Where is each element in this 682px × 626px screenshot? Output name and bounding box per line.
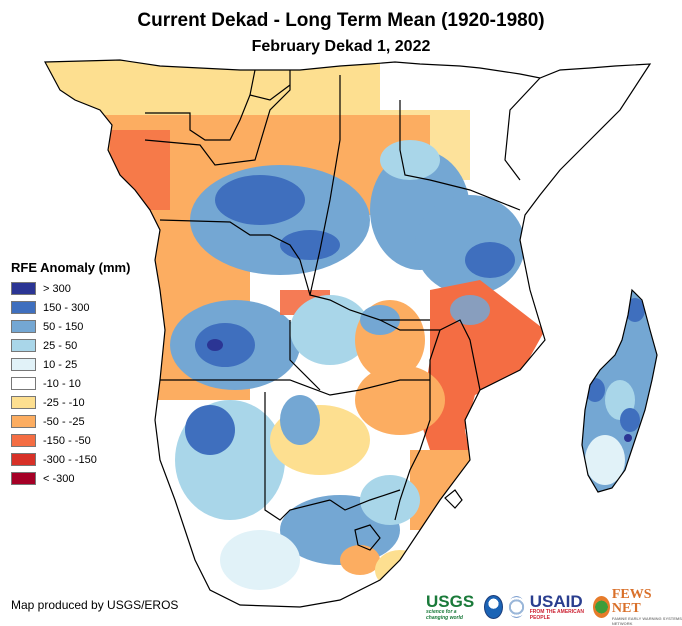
legend-item: > 300 [11,279,130,298]
legend-swatch [11,415,36,428]
legend-label: > 300 [43,282,71,295]
country-borders [44,59,658,608]
map-subtitle: February Dekad 1, 2022 [251,38,431,55]
legend-item: -150 - -50 [11,431,130,450]
legend-label: -150 - -50 [43,434,91,447]
noaa-logo-icon [483,595,503,619]
usgs-tagline: science for a changing world [426,608,463,621]
legend-label: -10 - 10 [43,377,81,390]
map-title: Current Dekad - Long Term Mean (1920-198… [137,10,545,31]
legend-item: 50 - 150 [11,317,130,336]
usaid-seal-icon [507,596,525,618]
legend-title: RFE Anomaly (mm) [11,260,131,275]
legend-swatch [11,472,36,485]
legend-swatch [11,301,36,314]
legend-item: -10 - 10 [11,374,130,393]
usaid-wordmark: USAID [529,591,583,611]
legend-item: -300 - -150 [11,450,130,469]
legend-label: 10 - 25 [43,358,78,371]
legend: RFE Anomaly (mm) > 300 150 - 300 50 - 15… [11,260,130,488]
logo-strip: USGS science for a changing world USAID … [426,588,682,626]
legend-item: 150 - 300 [11,298,130,317]
legend-swatch [11,434,36,447]
legend-item: < -300 [11,469,130,488]
legend-item: 25 - 50 [11,336,130,355]
legend-swatch [11,339,36,352]
legend-swatch [11,453,36,466]
usaid-tagline: FROM THE AMERICAN PEOPLE [529,608,584,621]
legend-swatch [11,377,36,390]
legend-label: -300 - -150 [43,453,97,466]
legend-label: 50 - 150 [43,320,84,333]
legend-label: < -300 [43,472,75,485]
legend-item: 10 - 25 [11,355,130,374]
fews-net-logo: FEWS NET FAMINE EARLY WARNING SYSTEMS NE… [593,588,682,626]
legend-item: -50 - -25 [11,412,130,431]
legend-label: -25 - -10 [43,396,85,409]
fews-wordmark: FEWS NET [611,587,652,616]
fews-tagline: FAMINE EARLY WARNING SYSTEMS NETWORK [611,616,682,626]
legend-swatch [11,396,36,409]
usgs-wordmark: USGS [426,591,475,611]
legend-item: -25 - -10 [11,393,130,412]
mainland-anomaly-field [45,60,650,607]
usgs-logo: USGS science for a changing world [426,591,479,621]
legend-label: -50 - -25 [43,415,85,428]
map-credit: Map produced by USGS/EROS [11,598,179,612]
globe-icon [593,596,610,618]
legend-swatch [11,282,36,295]
usaid-logo: USAID FROM THE AMERICAN PEOPLE [529,591,588,621]
legend-label: 25 - 50 [43,339,78,352]
legend-swatch [11,358,36,371]
legend-swatch [11,320,36,333]
legend-label: 150 - 300 [43,301,90,314]
madagascar-anomaly-field [582,290,657,492]
